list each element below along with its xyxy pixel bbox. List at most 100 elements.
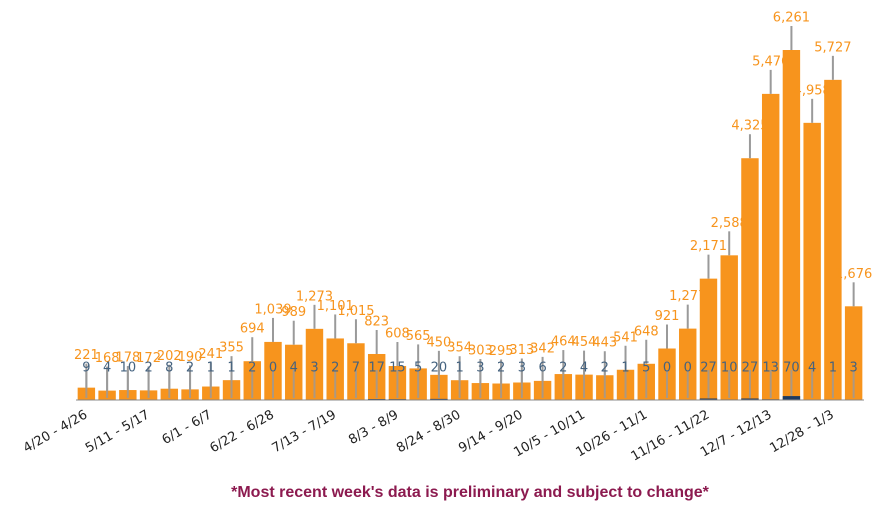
death-label: 0 (269, 361, 277, 376)
case-label: 989 (281, 305, 306, 320)
death-label: 4 (808, 361, 816, 376)
death-label: 5 (642, 361, 650, 376)
case-label: 295 (489, 344, 514, 359)
case-bar (761, 93, 780, 401)
death-label: 7 (352, 361, 360, 376)
case-label: 303 (468, 344, 493, 359)
death-label: 0 (663, 361, 671, 376)
death-label: 4 (290, 361, 298, 376)
death-label: 13 (762, 361, 779, 376)
case-label: 608 (385, 327, 410, 342)
death-label: 1 (207, 361, 215, 376)
case-label: 355 (219, 341, 244, 356)
death-label: 2 (331, 361, 339, 376)
death-label: 3 (849, 361, 857, 376)
case-label: 1,273 (296, 289, 333, 304)
death-label: 6 (538, 361, 546, 376)
case-label: 1,277 (669, 289, 706, 304)
case-bar (305, 328, 324, 400)
case-label: 541 (613, 330, 638, 345)
case-label: 354 (447, 341, 472, 356)
death-label: 3 (518, 361, 526, 376)
death-label: 4 (580, 361, 588, 376)
death-label: 70 (783, 361, 800, 376)
case-label: 241 (198, 347, 223, 362)
death-label: 0 (684, 361, 692, 376)
case-bar (803, 122, 821, 400)
case-label: 1,039 (254, 302, 291, 317)
death-label: 27 (742, 361, 759, 376)
death-label: 27 (700, 361, 717, 376)
x-tick-label: 12/28 - 1/3 (767, 408, 836, 457)
death-label: 3 (476, 361, 484, 376)
case-label: 168 (95, 351, 120, 366)
case-bar (679, 328, 697, 400)
death-label: 1 (829, 361, 837, 376)
case-label: 1,101 (317, 299, 354, 314)
case-bar (741, 158, 759, 400)
death-label: 2 (144, 361, 152, 376)
case-label: 5,476 (752, 54, 789, 69)
case-bar (699, 278, 718, 400)
death-label: 9 (82, 361, 90, 376)
death-label: 3 (310, 361, 318, 376)
case-label: 202 (157, 349, 182, 364)
case-label: 454 (572, 335, 597, 350)
death-label: 15 (389, 361, 406, 376)
death-label: 2 (248, 361, 256, 376)
death-label: 8 (165, 361, 173, 376)
case-label: 2,588 (711, 216, 748, 231)
death-label: 17 (368, 361, 385, 376)
death-label: 2 (601, 361, 609, 376)
death-label: 4 (103, 361, 111, 376)
case-bar (824, 79, 842, 400)
death-bar (741, 398, 759, 400)
case-label: 1,676 (835, 267, 872, 282)
case-label: 342 (530, 341, 555, 356)
death-label: 1 (227, 361, 235, 376)
case-bar (782, 50, 801, 400)
case-label: 648 (634, 324, 659, 339)
case-label: 313 (509, 343, 534, 358)
case-label: 450 (426, 335, 451, 350)
case-label: 178 (115, 351, 140, 366)
case-label: 2,171 (690, 239, 727, 254)
case-label: 694 (240, 322, 265, 337)
case-label: 6,261 (773, 11, 810, 26)
case-label: 4,958 (794, 83, 831, 98)
case-bar (326, 338, 344, 400)
case-label: 921 (655, 309, 680, 324)
death-label: 1 (455, 361, 463, 376)
x-tick-label: 7/13 - 7/19 (270, 408, 339, 457)
x-tick-label: 5/11 - 5/17 (83, 408, 152, 457)
case-label: 823 (364, 314, 389, 329)
x-tick-label: 8/3 - 8/9 (346, 408, 401, 448)
case-label: 190 (178, 350, 203, 365)
death-label: 2 (559, 361, 567, 376)
x-tick-label: 4/20 - 4/26 (21, 408, 90, 457)
case-bar (844, 306, 863, 400)
death-label: 1 (621, 361, 629, 376)
death-label: 2 (186, 361, 194, 376)
case-label: 172 (136, 351, 161, 366)
x-tick-label: 12/7 - 12/13 (698, 408, 774, 461)
case-label: 1,015 (337, 304, 374, 319)
case-label: 464 (551, 335, 576, 350)
death-label: 10 (120, 361, 137, 376)
death-bar (699, 398, 718, 400)
x-tick-label: 8/24 - 8/30 (394, 408, 463, 457)
case-bar (720, 255, 738, 400)
death-bar (430, 398, 448, 400)
death-label: 20 (431, 361, 448, 376)
death-label: 2 (497, 361, 505, 376)
case-label: 565 (406, 329, 431, 344)
x-tick-label: 6/22 - 6/28 (207, 408, 276, 457)
case-label: 5,727 (814, 40, 851, 55)
death-bar (782, 396, 801, 400)
footnote: *Most recent week's data is preliminary … (231, 484, 710, 501)
case-label: 221 (74, 348, 99, 363)
x-tick-label: 6/1 - 6/7 (160, 408, 215, 448)
death-label: 5 (414, 361, 422, 376)
case-label: 443 (592, 336, 617, 351)
